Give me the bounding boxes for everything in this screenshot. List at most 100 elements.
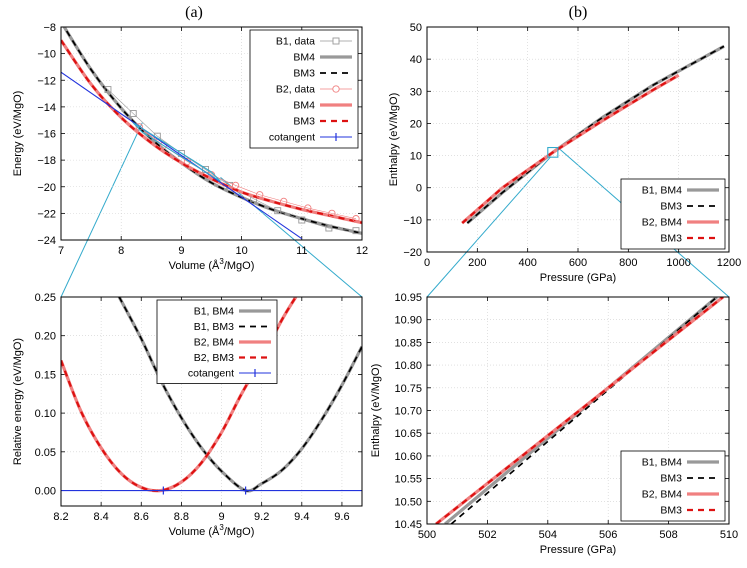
ticks: 8.2 8.4 8.6 8.8 9 9.2 9.4 9.6 0.00 0.05 0.10 0.15 0.…	[35, 292, 362, 523]
legend-label: B1, data	[276, 36, 315, 48]
legend-label: B2, BM4	[642, 217, 682, 229]
data-point-b1-data	[274, 207, 282, 215]
x-axis-label: Volume (Å3/MgO)	[169, 523, 255, 538]
legend-label: B2, BM3	[194, 352, 234, 364]
data-point-b2-data	[304, 204, 312, 212]
y-tick-label: −12	[37, 75, 56, 87]
ticks: 7 8 9 10 11 12 −24 −22 −20 −18 −16 −14 −12 −10 −8	[37, 22, 368, 257]
legend-label: cotangent	[269, 132, 315, 144]
legend: B1, BM4 BM3 B2, BM4 BM3	[620, 450, 726, 522]
data-point-b2-data	[135, 123, 143, 131]
y-tick-label: 20	[410, 118, 422, 130]
y-tick-label: 0.05	[35, 447, 56, 459]
zoom-region-box	[132, 122, 221, 182]
y-tick-label: −24	[37, 235, 56, 247]
legend-label: B1, BM3	[194, 321, 234, 333]
legend-label: BM3	[660, 233, 682, 245]
y-tick-label: 10	[410, 151, 422, 163]
data-point-b1-data	[129, 110, 137, 117]
y-tick-label: 10.55	[394, 474, 422, 486]
y-tick-label: 40	[410, 54, 422, 66]
x-tick-label: 1000	[666, 257, 690, 269]
data-point-b2-data	[280, 197, 288, 206]
y-tick-label: 0.20	[35, 331, 56, 343]
zoom-connector-left	[426, 156, 551, 298]
series	[435, 297, 724, 524]
y-axis-label: Enthalpy (eV/MgO)	[388, 93, 400, 187]
series-b2-bm3	[61, 39, 362, 224]
data-point-b2-data	[328, 209, 336, 218]
x-tick-label: 9.6	[334, 511, 349, 523]
x-tick-label: 9	[218, 511, 224, 523]
x-tick-label: 502	[478, 529, 496, 541]
legend-label: B2, data	[276, 84, 315, 96]
y-axis-label: Relative energy (eV/MgO)	[12, 338, 24, 465]
x-tick-label: 10	[235, 245, 247, 257]
x-tick-label: 600	[569, 257, 587, 269]
legend-label: BM3	[293, 68, 315, 80]
x-tick-label: 400	[518, 257, 536, 269]
y-tick-label: −10	[403, 215, 422, 227]
x-tick-label: 9.4	[294, 511, 309, 523]
legend-label: B2, BM4	[194, 337, 234, 349]
y-tick-label: 10.60	[394, 451, 422, 463]
y-tick-label: 0.10	[35, 408, 56, 420]
legend-label: BM4	[293, 100, 315, 112]
y-tick-label: −14	[37, 102, 56, 114]
y-axis-label: Energy (eV/MgO)	[12, 91, 24, 177]
x-tick-label: 1200	[717, 257, 741, 269]
y-tick-label: −10	[37, 49, 56, 61]
panel-label-b: (b)	[569, 4, 588, 21]
zoom-region-box	[547, 146, 559, 158]
y-tick-label: 10.70	[394, 406, 422, 418]
x-axis-label: Volume (Å3/MgO)	[169, 257, 255, 272]
x-axis-label: Pressure (GPa)	[540, 544, 616, 556]
relative-energy-chart: 8.2 8.4 8.6 8.8 9 9.2 9.4 9.6 0.00 0.05 0.10 0.15 0.…	[12, 292, 363, 538]
data-point-b1-data	[298, 216, 306, 224]
y-tick-label: 0.00	[35, 486, 56, 498]
y-tick-label: 0.15	[35, 369, 56, 381]
legend-label: B1, BM4	[642, 457, 682, 469]
series-b1-bm3	[63, 27, 362, 235]
legend-label: BM4	[293, 52, 315, 64]
legend-label: BM3	[660, 201, 682, 213]
y-tick-label: −20	[37, 182, 56, 194]
plot-frame	[426, 296, 730, 525]
data-point-b2-data	[256, 191, 264, 199]
x-tick-label: 8.4	[93, 511, 108, 523]
y-tick-label: −16	[37, 129, 56, 141]
y-tick-label: −22	[37, 208, 56, 220]
y-axis-label: Enthalpy (eV/MgO)	[370, 364, 382, 458]
y-tick-label: 10.75	[394, 383, 422, 395]
x-tick-label: 800	[619, 257, 637, 269]
x-tick-label: 9.2	[254, 511, 269, 523]
plot-frame	[426, 26, 730, 253]
series-b1-bm3	[466, 45, 725, 224]
x-tick-label: 8.6	[134, 511, 149, 523]
x-tick-label: 8	[118, 245, 124, 257]
x-tick-label: 200	[468, 257, 486, 269]
y-tick-label: −18	[37, 155, 56, 167]
y-tick-label: 0	[416, 183, 422, 195]
x-axis-label: Pressure (GPa)	[540, 272, 616, 284]
panel-label-a: (a)	[185, 4, 203, 21]
zoom-connector-left	[60, 122, 143, 298]
y-tick-label: −8	[43, 22, 56, 34]
legend-marker	[332, 85, 340, 93]
y-tick-label: 10.90	[394, 315, 422, 327]
x-tick-label: 506	[599, 529, 617, 541]
x-tick-label: 7	[58, 245, 64, 257]
legend-label: cotangent	[188, 368, 234, 380]
y-tick-label: 10.95	[394, 292, 422, 304]
y-tick-label: 10.80	[394, 360, 422, 372]
y-tick-label: 50	[410, 22, 422, 34]
data-point-b1-data	[325, 224, 333, 232]
data-point-b1-data	[352, 227, 360, 235]
energy-volume-chart: 7 8 9 10 11 12 −24 −22 −20 −18 −16 −14 −12 −10 −8 Volum…	[12, 22, 368, 272]
legend-label: BM3	[293, 116, 315, 128]
enthalpy-zoom-chart: 500 502 504 506 508 510 10.45 10.50 10.55 10.60 10…	[370, 292, 738, 556]
series-b2-bm3	[435, 297, 724, 524]
x-tick-label: 8.2	[53, 511, 68, 523]
x-tick-label: 12	[356, 245, 368, 257]
